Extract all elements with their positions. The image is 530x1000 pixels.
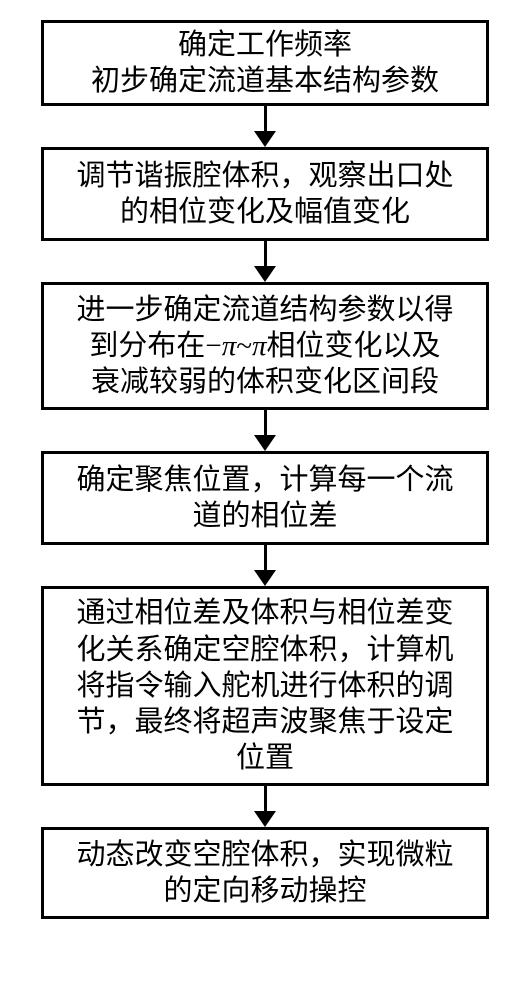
node-line: 到分布在−π~π相位变化以及 (89, 328, 440, 364)
flowchart-container: 确定工作频率 初步确定流道基本结构参数 调节谐振腔体积，观察出口处 的相位变化及… (0, 0, 530, 919)
arrow-head-icon (254, 266, 276, 282)
node-line: 位置 (236, 740, 294, 776)
arrow-line (264, 786, 267, 812)
node-line: 衰减较弱的体积变化区间段 (91, 364, 439, 400)
flow-node-1: 确定工作频率 初步确定流道基本结构参数 (41, 20, 489, 106)
node-line: 动态改变空腔体积，实现微粒 (76, 837, 453, 873)
arrow-line (264, 410, 267, 436)
node-line: 的相位变化及幅值变化 (120, 194, 410, 230)
node-line: 的定向移动操控 (163, 873, 366, 909)
node-line: 调节谐振腔体积，观察出口处 (76, 158, 453, 194)
arrow-line (264, 106, 267, 132)
arrow-head-icon (254, 570, 276, 586)
arrow-line (264, 241, 267, 267)
flow-arrow (254, 410, 276, 451)
node-line: 确定工作频率 (178, 27, 352, 63)
pi-symbol: π (222, 330, 237, 362)
node-line: 初步确定流道基本结构参数 (91, 63, 439, 99)
flow-node-6: 动态改变空腔体积，实现微粒 的定向移动操控 (41, 827, 489, 919)
flow-arrow (254, 545, 276, 586)
node-line: 进一步确定流道结构参数以得 (76, 292, 453, 328)
node-line: 通过相位差及体积与相位差变 (76, 595, 453, 631)
pi-symbol: π (252, 330, 267, 362)
node-line: 化关系确定空腔体积，计算机 (76, 632, 453, 668)
arrow-head-icon (254, 811, 276, 827)
flow-arrow (254, 241, 276, 282)
node-line: 节，最终将超声波聚焦于设定 (76, 704, 453, 740)
flow-node-2: 调节谐振腔体积，观察出口处 的相位变化及幅值变化 (41, 147, 489, 241)
arrow-head-icon (254, 131, 276, 147)
flow-node-3: 进一步确定流道结构参数以得 到分布在−π~π相位变化以及 衰减较弱的体积变化区间… (41, 282, 489, 410)
flow-node-4: 确定聚焦位置，计算每一个流 道的相位差 (41, 451, 489, 545)
flow-arrow (254, 786, 276, 827)
flow-arrow (254, 106, 276, 147)
arrow-line (264, 545, 267, 571)
node-line: 道的相位差 (192, 498, 337, 534)
arrow-head-icon (254, 435, 276, 451)
node-line: 确定聚焦位置，计算每一个流 (76, 462, 453, 498)
flow-node-5: 通过相位差及体积与相位差变 化关系确定空腔体积，计算机 将指令输入舵机进行体积的… (41, 586, 489, 786)
node-line: 将指令输入舵机进行体积的调 (76, 668, 453, 704)
